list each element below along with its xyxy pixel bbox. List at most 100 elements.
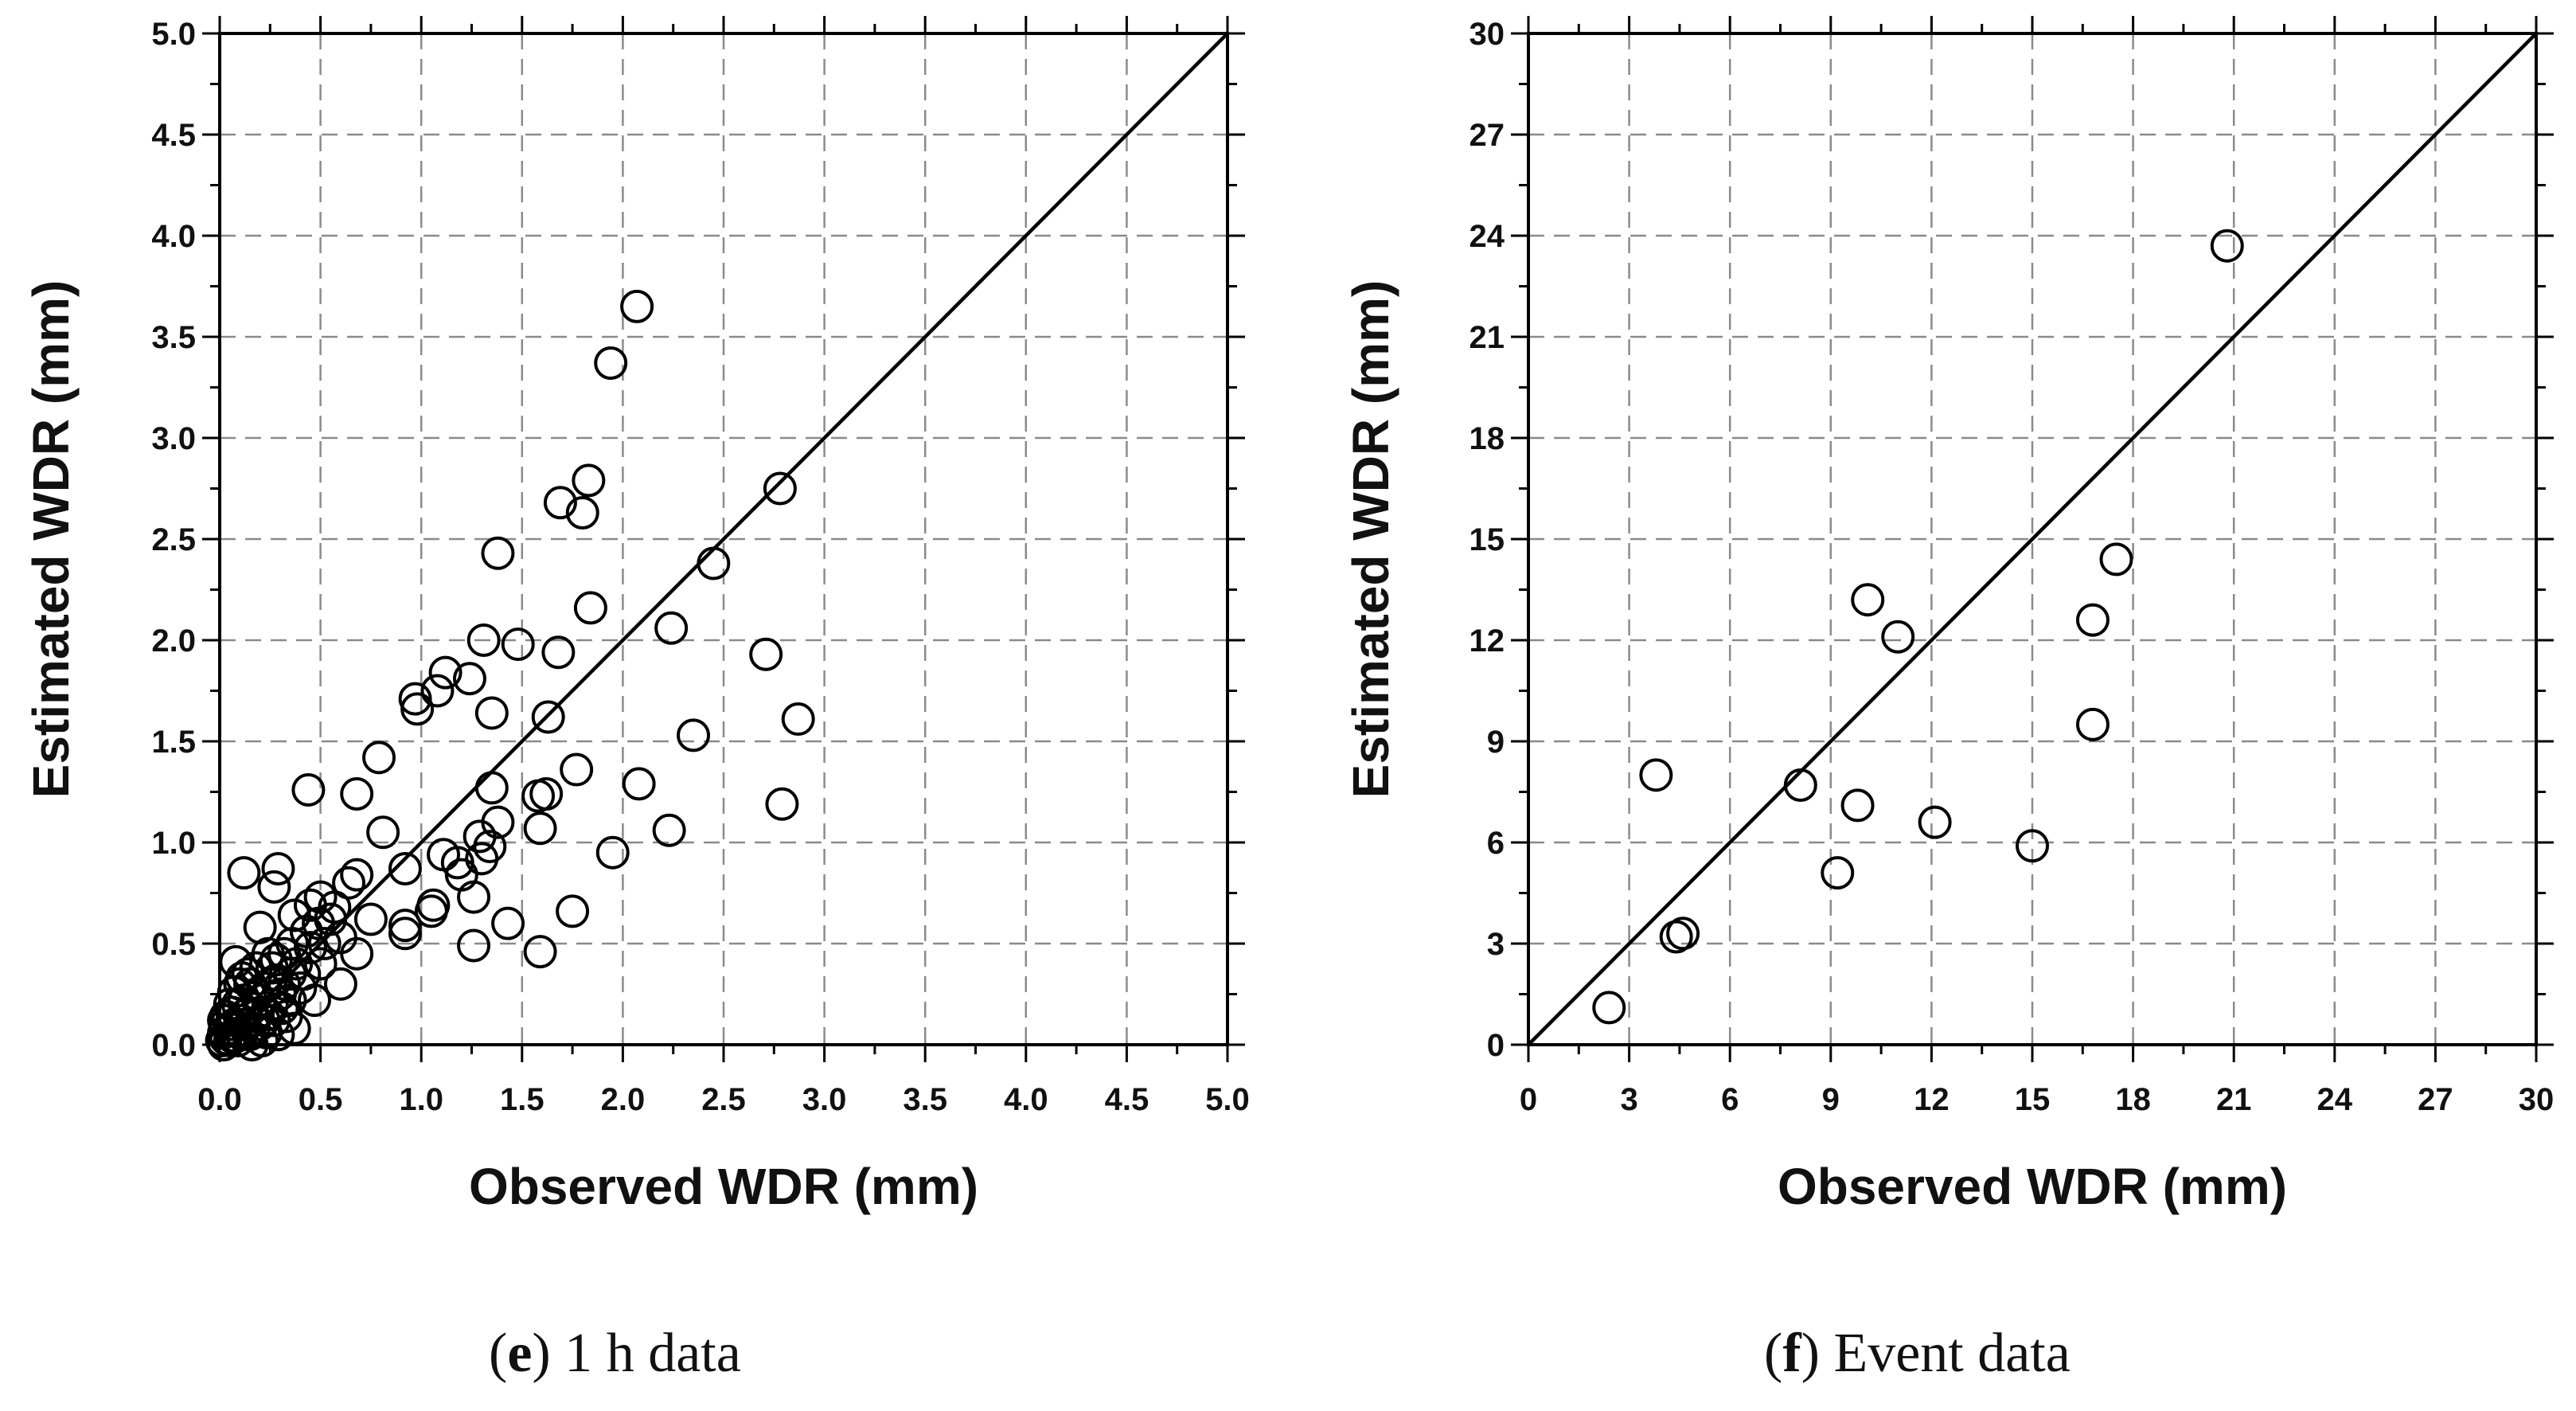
data-point xyxy=(781,702,815,737)
y-tick-label: 2.5 xyxy=(151,522,196,557)
x-tick-label: 1.5 xyxy=(500,1082,544,1117)
caption-text-e: 1 h data xyxy=(550,1323,741,1384)
x-tick-label: 9 xyxy=(1822,1082,1840,1117)
data-point xyxy=(765,787,799,821)
data-point xyxy=(420,674,455,708)
y-tick-label: 12 xyxy=(1469,623,1505,659)
data-point xyxy=(622,767,656,801)
data-point xyxy=(1821,856,1855,890)
data-point xyxy=(457,880,491,914)
data-point xyxy=(340,936,374,971)
data-point xyxy=(465,842,499,876)
y-tick-label: 24 xyxy=(1469,219,1505,254)
x-tick-label: 24 xyxy=(2317,1082,2353,1117)
data-point xyxy=(388,909,422,943)
caption-letter-f: f xyxy=(1782,1323,1801,1384)
data-point xyxy=(523,935,557,969)
data-point xyxy=(269,999,303,1034)
x-tick-label: 0.5 xyxy=(299,1082,343,1117)
x-tick-label: 0 xyxy=(1520,1082,1537,1117)
data-point xyxy=(620,289,654,323)
y-tick-label: 0.5 xyxy=(151,927,196,962)
data-point xyxy=(261,852,295,886)
x-axis-label: Observed WDR (mm) xyxy=(469,1158,978,1215)
y-tick-label: 18 xyxy=(1469,421,1505,456)
data-point xyxy=(366,815,400,850)
data-point xyxy=(491,906,525,940)
data-point xyxy=(2210,229,2244,263)
data-point xyxy=(303,947,338,981)
data-point xyxy=(573,591,607,625)
panel-e-chart: 0.0 0.5 1.0 1.5 2.0 2.5 3.0 3.5 4.0 4.5 5.0 0.0 0.5 1… xyxy=(22,16,1250,1215)
data-point xyxy=(219,944,253,979)
x-tick-label: 3.5 xyxy=(903,1082,947,1117)
data-point xyxy=(677,718,711,752)
data-point xyxy=(323,967,357,1001)
x-tick-label: 4.5 xyxy=(1105,1082,1149,1117)
data-point xyxy=(565,495,599,530)
data-point xyxy=(1592,991,1626,1025)
y-tick-label: 0.0 xyxy=(151,1028,196,1063)
caption-panel-f: (f) Event data xyxy=(1764,1323,2071,1384)
data-point xyxy=(257,870,291,904)
data-point xyxy=(1639,758,1673,792)
data-point xyxy=(388,852,422,886)
data-point xyxy=(273,983,307,1018)
x-axis-label: Observed WDR (mm) xyxy=(1778,1158,2287,1215)
data-point xyxy=(654,611,689,645)
caption-panel-e: (e) 1 h data xyxy=(489,1323,741,1384)
x-tick-label: 1.0 xyxy=(399,1082,443,1117)
y-tick-label: 1.5 xyxy=(151,725,196,760)
data-point xyxy=(428,655,463,690)
data-point xyxy=(543,486,577,520)
data-point xyxy=(1659,920,1693,954)
x-tick-label: 2.5 xyxy=(701,1082,746,1117)
data-point xyxy=(531,700,565,734)
data-point xyxy=(541,635,576,670)
y-tick-label: 15 xyxy=(1469,522,1505,557)
data-point xyxy=(556,894,590,928)
y-tick-label: 2.0 xyxy=(151,623,196,659)
y-tick-label: 4.0 xyxy=(151,219,196,254)
x-tick-label: 18 xyxy=(2115,1082,2151,1117)
data-point xyxy=(1840,788,1875,823)
data-point xyxy=(763,471,797,506)
x-tick-label: 30 xyxy=(2519,1082,2555,1117)
y-tick-label: 3.5 xyxy=(151,320,196,355)
x-tick-label: 3 xyxy=(1620,1082,1637,1117)
data-point xyxy=(227,856,261,890)
data-point xyxy=(235,1028,269,1061)
data-point xyxy=(501,627,535,662)
caption-letter-e: e xyxy=(507,1323,533,1384)
y-tick-label: 0 xyxy=(1487,1028,1505,1063)
x-tick-label: 21 xyxy=(2216,1082,2252,1117)
x-tick-label: 0.0 xyxy=(197,1082,242,1117)
data-point xyxy=(652,813,686,847)
data-point xyxy=(697,546,731,580)
y-tick-label: 3 xyxy=(1487,927,1505,962)
data-point xyxy=(414,894,448,928)
data-point xyxy=(400,692,435,726)
data-point xyxy=(560,752,594,787)
data-point xyxy=(1783,768,1817,803)
panel-f-chart: 0 3 6 9 12 15 18 21 24 27 30 0 3 6 9 12 15 18 21 24 27 30 Obse… xyxy=(1342,16,2554,1215)
y-tick-label: 27 xyxy=(1469,118,1505,153)
data-point xyxy=(307,927,342,960)
data-point xyxy=(457,928,491,963)
data-point xyxy=(452,662,486,696)
caption-text-f: Event data xyxy=(1819,1323,2071,1384)
data-point xyxy=(595,835,630,870)
x-tick-label: 3.0 xyxy=(802,1082,847,1117)
x-tick-label: 12 xyxy=(1914,1082,1950,1117)
data-point xyxy=(332,866,366,900)
data-point xyxy=(2075,707,2110,741)
plot-frame xyxy=(218,32,1229,1046)
y-tick-label: 3.0 xyxy=(151,421,196,456)
data-point xyxy=(340,777,374,811)
data-point xyxy=(293,931,327,965)
data-point xyxy=(1881,620,1915,654)
plot-frame xyxy=(1527,32,2538,1046)
data-point xyxy=(572,463,606,498)
one-to-one-line xyxy=(1527,32,2538,1046)
